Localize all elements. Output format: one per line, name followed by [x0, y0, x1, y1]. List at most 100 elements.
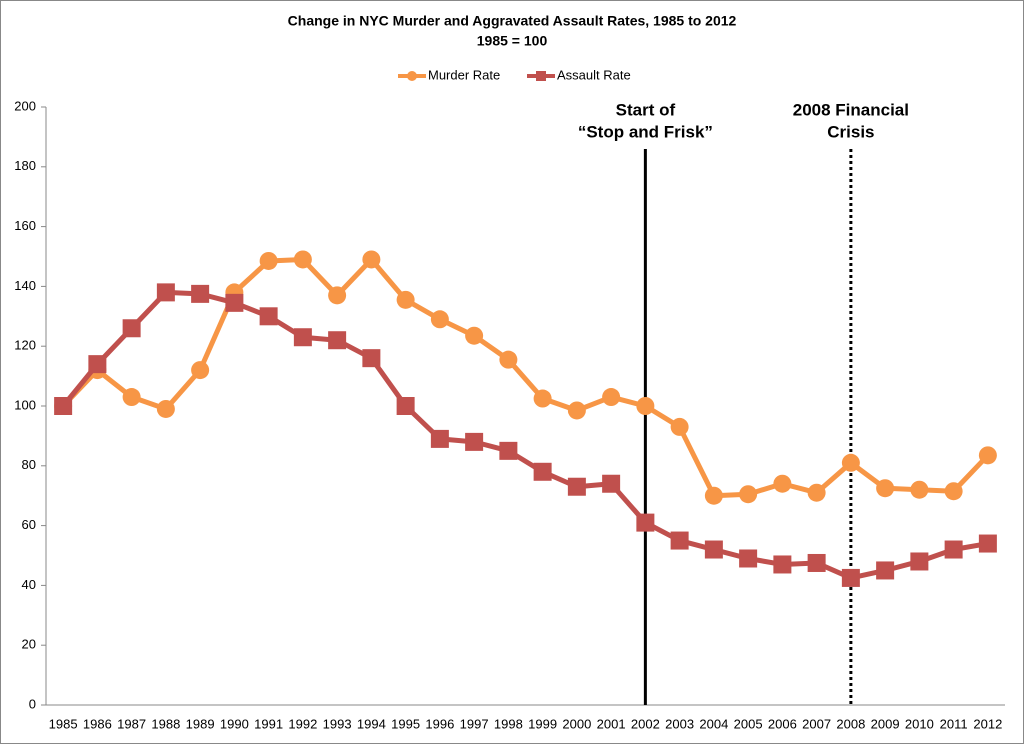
point — [88, 355, 107, 374]
point — [910, 552, 929, 571]
point — [567, 401, 586, 420]
point — [739, 549, 758, 568]
point — [876, 479, 895, 498]
x-tick-label: 1994 — [357, 716, 386, 731]
x-tick-label: 1995 — [391, 716, 420, 731]
series-line — [61, 256, 990, 499]
x-tick-label: 1989 — [186, 716, 215, 731]
y-tick-label: 60 — [22, 517, 36, 532]
y-tick-label: 100 — [14, 397, 36, 412]
point — [944, 540, 963, 559]
point — [430, 429, 449, 448]
point — [499, 441, 518, 460]
annotation-text: Start of — [616, 100, 676, 119]
point — [739, 485, 758, 504]
point — [122, 388, 141, 407]
x-tick-label: 2011 — [940, 716, 968, 731]
point — [602, 388, 621, 407]
y-tick-label: 200 — [14, 98, 36, 113]
point — [841, 453, 860, 472]
point — [773, 555, 792, 574]
point — [122, 319, 141, 338]
y-tick-label: 180 — [14, 158, 36, 173]
point — [807, 553, 826, 572]
point — [670, 417, 689, 436]
chart-subtitle: 1985 = 100 — [477, 33, 548, 49]
point — [156, 399, 175, 418]
point — [876, 561, 895, 580]
x-tick-label: 2005 — [734, 716, 763, 731]
point — [328, 286, 347, 305]
x-tick-label: 2004 — [699, 716, 728, 731]
legend-label: Murder Rate — [428, 67, 500, 82]
y-tick-label: 160 — [14, 218, 36, 233]
point — [191, 361, 210, 380]
x-tick-label: 1990 — [220, 716, 249, 731]
point — [533, 462, 552, 481]
legend-marker — [407, 71, 417, 81]
point — [465, 432, 484, 451]
annotation-text: Crisis — [827, 122, 874, 141]
x-tick-label: 2006 — [768, 716, 797, 731]
legend-label: Assault Rate — [557, 67, 631, 82]
x-tick-label: 1999 — [528, 716, 557, 731]
point — [293, 250, 312, 269]
x-tick-label: 2000 — [562, 716, 591, 731]
x-tick-label: 2008 — [836, 716, 865, 731]
point — [533, 389, 552, 408]
series-line — [61, 289, 989, 581]
x-tick-label: 1988 — [151, 716, 180, 731]
point — [259, 251, 278, 270]
y-tick-label: 0 — [29, 696, 36, 711]
x-tick-label: 2010 — [905, 716, 934, 731]
point — [396, 290, 415, 309]
x-tick-label: 1987 — [117, 716, 146, 731]
annotation-text: “Stop and Frisk” — [578, 122, 713, 141]
point — [910, 480, 929, 499]
point — [191, 284, 210, 303]
x-tick-label: 2001 — [597, 716, 626, 731]
point — [978, 534, 997, 553]
point — [499, 350, 518, 369]
y-tick-label: 120 — [14, 338, 36, 353]
point — [259, 307, 278, 326]
x-tick-label: 1985 — [49, 716, 78, 731]
point — [807, 483, 826, 502]
point — [396, 397, 415, 415]
annotation-text: 2008 Financial — [793, 100, 909, 119]
x-tick-label: 2002 — [631, 716, 660, 731]
x-tick-label: 2012 — [973, 716, 1002, 731]
point — [362, 250, 381, 269]
point — [636, 513, 655, 532]
point — [328, 331, 347, 350]
point — [293, 328, 312, 347]
x-tick-label: 1986 — [83, 716, 112, 731]
point — [978, 446, 997, 465]
x-tick-label: 2003 — [665, 716, 694, 731]
point — [944, 482, 963, 501]
point — [156, 283, 175, 302]
y-tick-label: 20 — [22, 637, 36, 652]
x-tick-label: 1991 — [254, 716, 283, 731]
x-tick-label: 1996 — [425, 716, 454, 731]
x-tick-label: 1997 — [460, 716, 489, 731]
y-tick-label: 140 — [14, 278, 36, 293]
point — [567, 477, 586, 496]
x-tick-label: 1993 — [323, 716, 352, 731]
point — [773, 474, 792, 493]
legend-marker — [536, 71, 546, 81]
point — [602, 474, 621, 493]
point — [704, 540, 723, 559]
point — [225, 293, 244, 312]
x-tick-label: 1998 — [494, 716, 523, 731]
point — [704, 486, 723, 505]
point — [362, 349, 381, 368]
y-tick-label: 80 — [22, 457, 36, 472]
point — [636, 397, 655, 415]
point — [54, 397, 73, 415]
point — [465, 326, 484, 345]
chart-title: Change in NYC Murder and Aggravated Assa… — [288, 13, 737, 29]
x-tick-label: 1992 — [288, 716, 317, 731]
